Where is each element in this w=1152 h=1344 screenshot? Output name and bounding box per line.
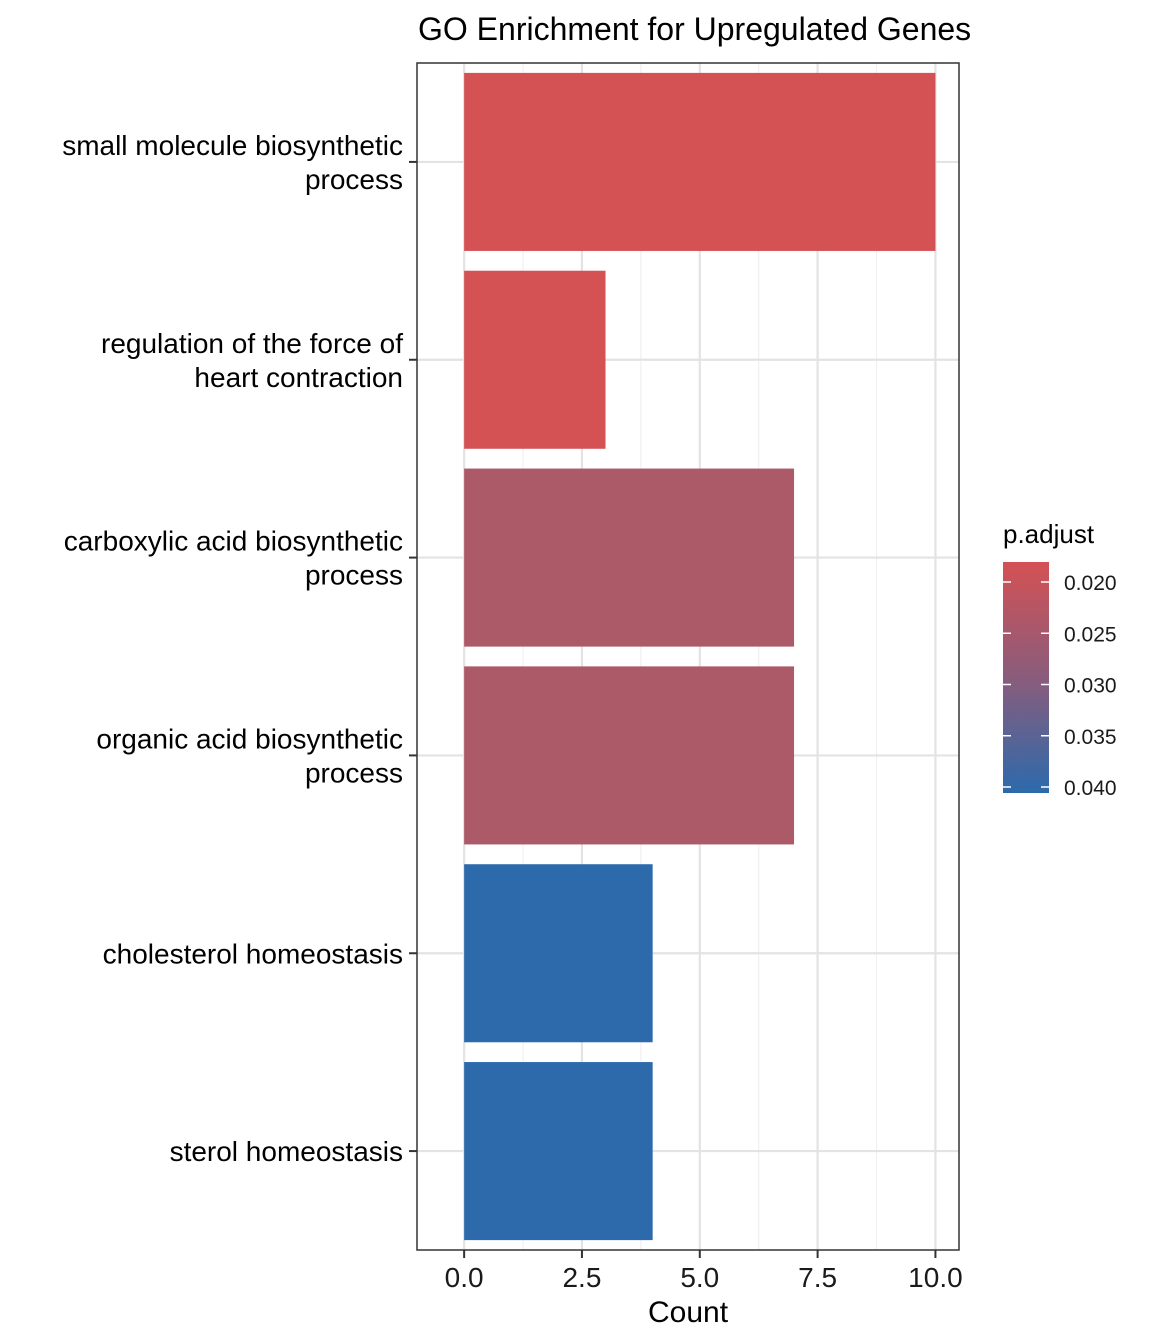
bar xyxy=(464,1062,653,1241)
category-label-line: heart contraction xyxy=(194,362,403,393)
bar xyxy=(464,72,936,251)
bar xyxy=(464,864,653,1043)
bar xyxy=(464,468,795,647)
category-label: cholesterol homeostasis xyxy=(103,938,403,969)
category-label: carboxylic acid biosynthetic process xyxy=(64,526,403,591)
category-label-line: small molecule biosynthetic xyxy=(62,130,403,161)
y-axis: small molecule biosynthetic processregula… xyxy=(62,130,417,1167)
category-label: small molecule biosynthetic process xyxy=(62,130,403,195)
legend-colorbar xyxy=(1003,562,1049,793)
legend-title: p.adjust xyxy=(1003,519,1095,549)
legend-label: 0.040 xyxy=(1064,777,1117,800)
bar xyxy=(464,666,795,845)
legend-label: 0.035 xyxy=(1064,726,1117,749)
x-tick-label: 7.5 xyxy=(798,1262,837,1293)
category-label-line: process xyxy=(305,164,403,195)
category-label-line: cholesterol homeostasis xyxy=(103,938,403,969)
category-label-line: sterol homeostasis xyxy=(170,1136,403,1167)
category-label: sterol homeostasis xyxy=(170,1136,403,1167)
bar xyxy=(464,270,606,449)
legend-label: 0.030 xyxy=(1064,675,1117,698)
category-label-line: process xyxy=(305,757,403,788)
category-label: organic acid biosynthetic process xyxy=(96,723,403,788)
x-axis: 0.0 2.5 5.0 7.5 10.0 xyxy=(445,1250,963,1293)
category-label: regulation of the force of heart contract… xyxy=(101,328,403,393)
category-label-line: organic acid biosynthetic xyxy=(96,723,403,754)
x-tick-label: 0.0 xyxy=(445,1262,484,1293)
chart-title: GO Enrichment for Upregulated Genes xyxy=(418,11,971,47)
category-label-line: process xyxy=(305,560,403,591)
panel-border xyxy=(416,62,960,1251)
category-label-line: carboxylic acid biosynthetic xyxy=(64,526,403,557)
bars xyxy=(464,72,936,1241)
x-axis-title: Count xyxy=(648,1296,729,1329)
x-tick-label: 5.0 xyxy=(680,1262,719,1293)
legend-label: 0.020 xyxy=(1064,572,1117,595)
legend: p.adjust 0.020 0.025 0.030 0.035 0.040 xyxy=(1003,519,1117,800)
x-tick-label: 10.0 xyxy=(908,1262,963,1293)
legend-label: 0.025 xyxy=(1064,623,1117,646)
x-tick-label: 2.5 xyxy=(562,1262,601,1293)
category-label-line: regulation of the force of xyxy=(101,328,403,359)
